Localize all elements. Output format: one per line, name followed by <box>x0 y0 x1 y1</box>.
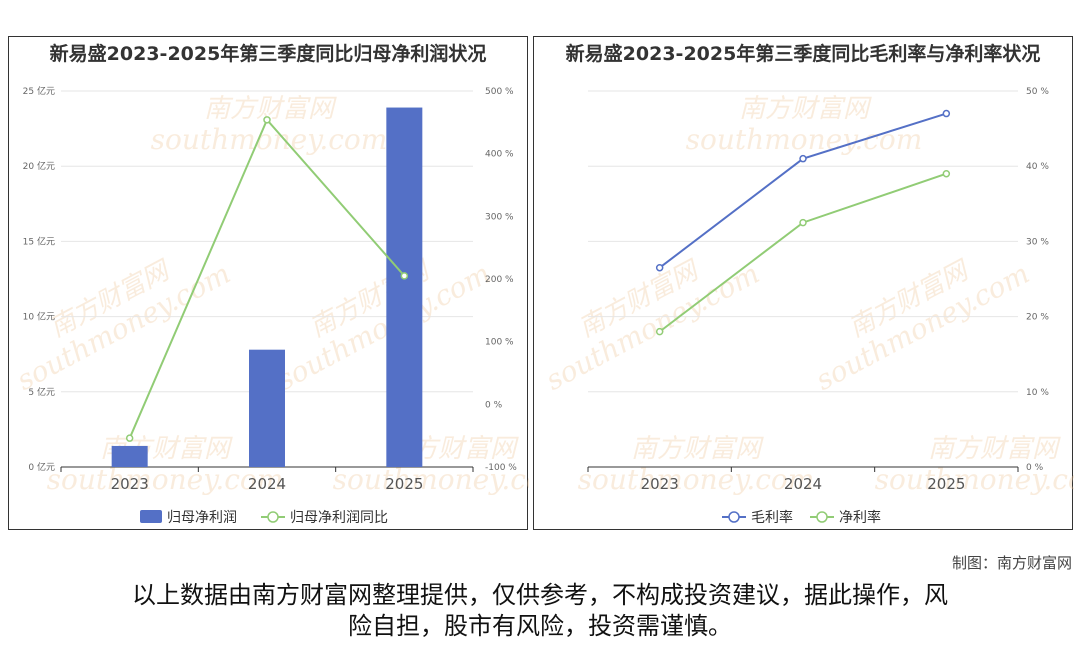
y-right-tick-label: 30 % <box>1026 237 1049 247</box>
y-right-tick-label: 50 % <box>1026 87 1049 97</box>
legend-marker-line <box>267 511 279 523</box>
left-chart-title: 新易盛2023-2025年第三季度同比归母净利润状况 <box>49 43 487 65</box>
y-left-tick-label: 0 亿元 <box>28 461 55 473</box>
y-left-tick-label: 25 亿元 <box>23 85 55 97</box>
legend-marker-1 <box>816 511 828 523</box>
point-0-2023 <box>655 263 664 272</box>
chart-panel-right: 南方财富网 southmoney.com 南方财富网 southmoney.com 南方… <box>533 36 1074 530</box>
watermark-en: southmoney.com <box>875 463 1074 496</box>
point-yoy-2024 <box>263 116 271 124</box>
point-1-2024 <box>799 218 807 227</box>
point-1-2025 <box>942 169 951 178</box>
watermark-en: southmoney.com <box>578 463 815 496</box>
y-right-tick-label: 0 % <box>485 400 503 410</box>
point-1-2023 <box>655 327 664 336</box>
watermark-cn: 南方财富网 <box>739 94 872 124</box>
y-left-tick-label: 5 亿元 <box>28 386 55 398</box>
point-0-2025 <box>942 109 951 118</box>
y-right-tick-label: 20 % <box>1026 313 1049 323</box>
chart-panel-left: 南方财富网 southmoney.com 南方财富网 southmoney.com 南方… <box>8 36 529 530</box>
x-tick-label: 2025 <box>385 475 423 493</box>
disclaimer-line-2: 险自担，股市有风险，投资需谨慎。 <box>348 612 732 640</box>
legend-label-0: 毛利率 <box>751 509 793 526</box>
y-right-tick-label: 100 % <box>485 338 514 348</box>
watermark-en: southmoney.com <box>47 463 284 496</box>
legend-marker-0 <box>728 511 740 523</box>
x-tick-label: 2025 <box>927 475 965 493</box>
watermark-en: southmoney.com <box>333 463 529 496</box>
bar-2023 <box>111 445 148 467</box>
y-right-tick-label: 0 % <box>1026 463 1044 473</box>
y-right-tick-label: 10 % <box>1026 388 1049 398</box>
y-right-tick-label: 400 % <box>485 150 514 160</box>
right-chart-canvas: 南方财富网southmoney.com南方财富网southmoney.com南方… <box>540 87 1074 526</box>
x-tick-label: 2023 <box>111 475 149 493</box>
watermark-cn: 南方财富网 <box>928 434 1061 464</box>
y-left-tick-label: 10 亿元 <box>23 311 55 323</box>
point-0-2024 <box>799 154 807 163</box>
point-yoy-2023 <box>125 434 134 442</box>
bar-2025 <box>386 107 423 467</box>
watermark-cn: 南方财富网 <box>631 434 764 464</box>
watermark-en: southmoney.com <box>151 123 388 156</box>
y-right-tick-label: 300 % <box>485 212 514 222</box>
legend-swatch-bar <box>140 510 162 523</box>
bar-2024 <box>249 349 285 467</box>
y-right-tick-label: 40 % <box>1026 162 1049 172</box>
right-chart-title: 新易盛2023-2025年第三季度同比毛利率与净利率状况 <box>565 43 1041 65</box>
y-right-tick-label: -100 % <box>485 463 517 473</box>
legend-label-line: 归母净利润同比 <box>290 509 388 526</box>
chart-credit: 制图：南方财富网 <box>951 554 1072 572</box>
y-left-tick-label: 15 亿元 <box>23 235 55 247</box>
watermark-en: southmoney.com <box>686 123 923 156</box>
x-tick-label: 2023 <box>641 475 679 493</box>
legend-label-bar: 归母净利润 <box>167 509 237 526</box>
y-right-tick-label: 500 % <box>485 87 514 97</box>
disclaimer-line-1: 以上数据由南方财富网整理提供，仅供参考，不构成投资建议，据此操作，风 <box>132 581 948 609</box>
y-left-tick-label: 20 亿元 <box>23 160 55 172</box>
y-right-tick-label: 200 % <box>485 275 514 285</box>
point-yoy-2025 <box>400 272 409 280</box>
x-tick-label: 2024 <box>784 475 822 493</box>
disclaimer: 以上数据由南方财富网整理提供，仅供参考，不构成投资建议，据此操作，风 险自担，股… <box>60 580 1020 642</box>
legend-label-1: 净利率 <box>839 509 881 526</box>
x-tick-label: 2024 <box>248 475 286 493</box>
